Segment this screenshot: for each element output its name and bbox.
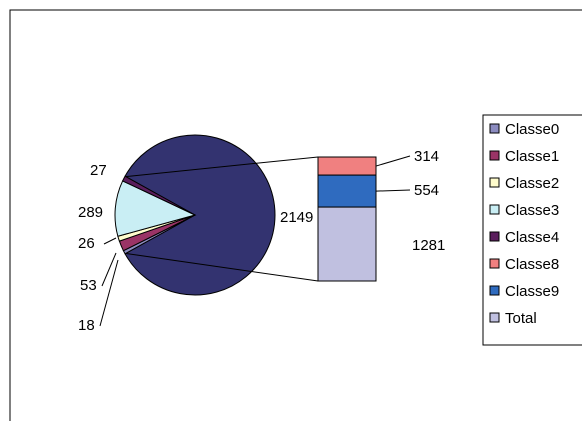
legend-swatch-classe8 xyxy=(489,258,500,269)
pie-label-classe1: 53 xyxy=(80,277,97,294)
legend-label-classe1: Classe1 xyxy=(505,148,559,165)
legend-swatch-classe1 xyxy=(489,150,500,161)
legend: Classe0 Classe1 Classe2 Classe3 Classe4 Class… xyxy=(482,114,582,346)
bar-labels: 314 554 1281 xyxy=(375,148,445,254)
legend-swatch-classe2 xyxy=(489,177,500,188)
bar-of-pie-group xyxy=(317,156,377,282)
legend-label-classe2: Classe2 xyxy=(505,175,559,192)
bar-segment-classe9 xyxy=(317,174,377,208)
legend-label-classe0: Classe0 xyxy=(505,121,559,138)
pie-leader-classe0 xyxy=(99,259,119,327)
legend-label-classe9: Classe9 xyxy=(505,283,559,300)
pie-leader-classe2 xyxy=(103,237,117,245)
pie-slice-classe4 xyxy=(121,175,196,216)
pie-label-classe3: 289 xyxy=(78,204,103,221)
legend-swatch-classe9 xyxy=(489,285,500,296)
bar-leader-classe9 xyxy=(375,189,411,192)
bar-label-total: 1281 xyxy=(412,237,445,254)
connector-top xyxy=(125,156,319,178)
legend-swatch-classe4 xyxy=(489,231,500,242)
pie-label-classe0: 18 xyxy=(78,317,95,334)
bar-segment-classe8 xyxy=(317,156,377,176)
connector-bottom xyxy=(125,252,319,282)
legend-swatch-classe3 xyxy=(489,204,500,215)
bar-leader-classe8 xyxy=(375,155,411,167)
pie-leader-classe1 xyxy=(101,252,117,287)
pie-group xyxy=(114,134,276,296)
pie-labels: 2149 18 53 26 289 27 xyxy=(78,162,313,334)
pie-slice-total xyxy=(124,134,276,296)
legend-swatch-total xyxy=(489,312,500,323)
bar-label-classe8: 314 xyxy=(414,148,439,165)
pie-label-classe4: 27 xyxy=(90,162,107,179)
legend-label-total: Total xyxy=(505,310,537,327)
bar-segment-total xyxy=(317,206,377,282)
bar-label-classe9: 554 xyxy=(414,182,439,199)
legend-label-classe3: Classe3 xyxy=(505,202,559,219)
legend-label-classe4: Classe4 xyxy=(505,229,559,246)
connector-lines xyxy=(125,156,319,282)
legend-label-classe8: Classe8 xyxy=(505,256,559,273)
pie-label-total: 2149 xyxy=(280,209,313,226)
pie-label-classe2: 26 xyxy=(78,235,95,252)
legend-swatch-classe0 xyxy=(489,123,500,134)
